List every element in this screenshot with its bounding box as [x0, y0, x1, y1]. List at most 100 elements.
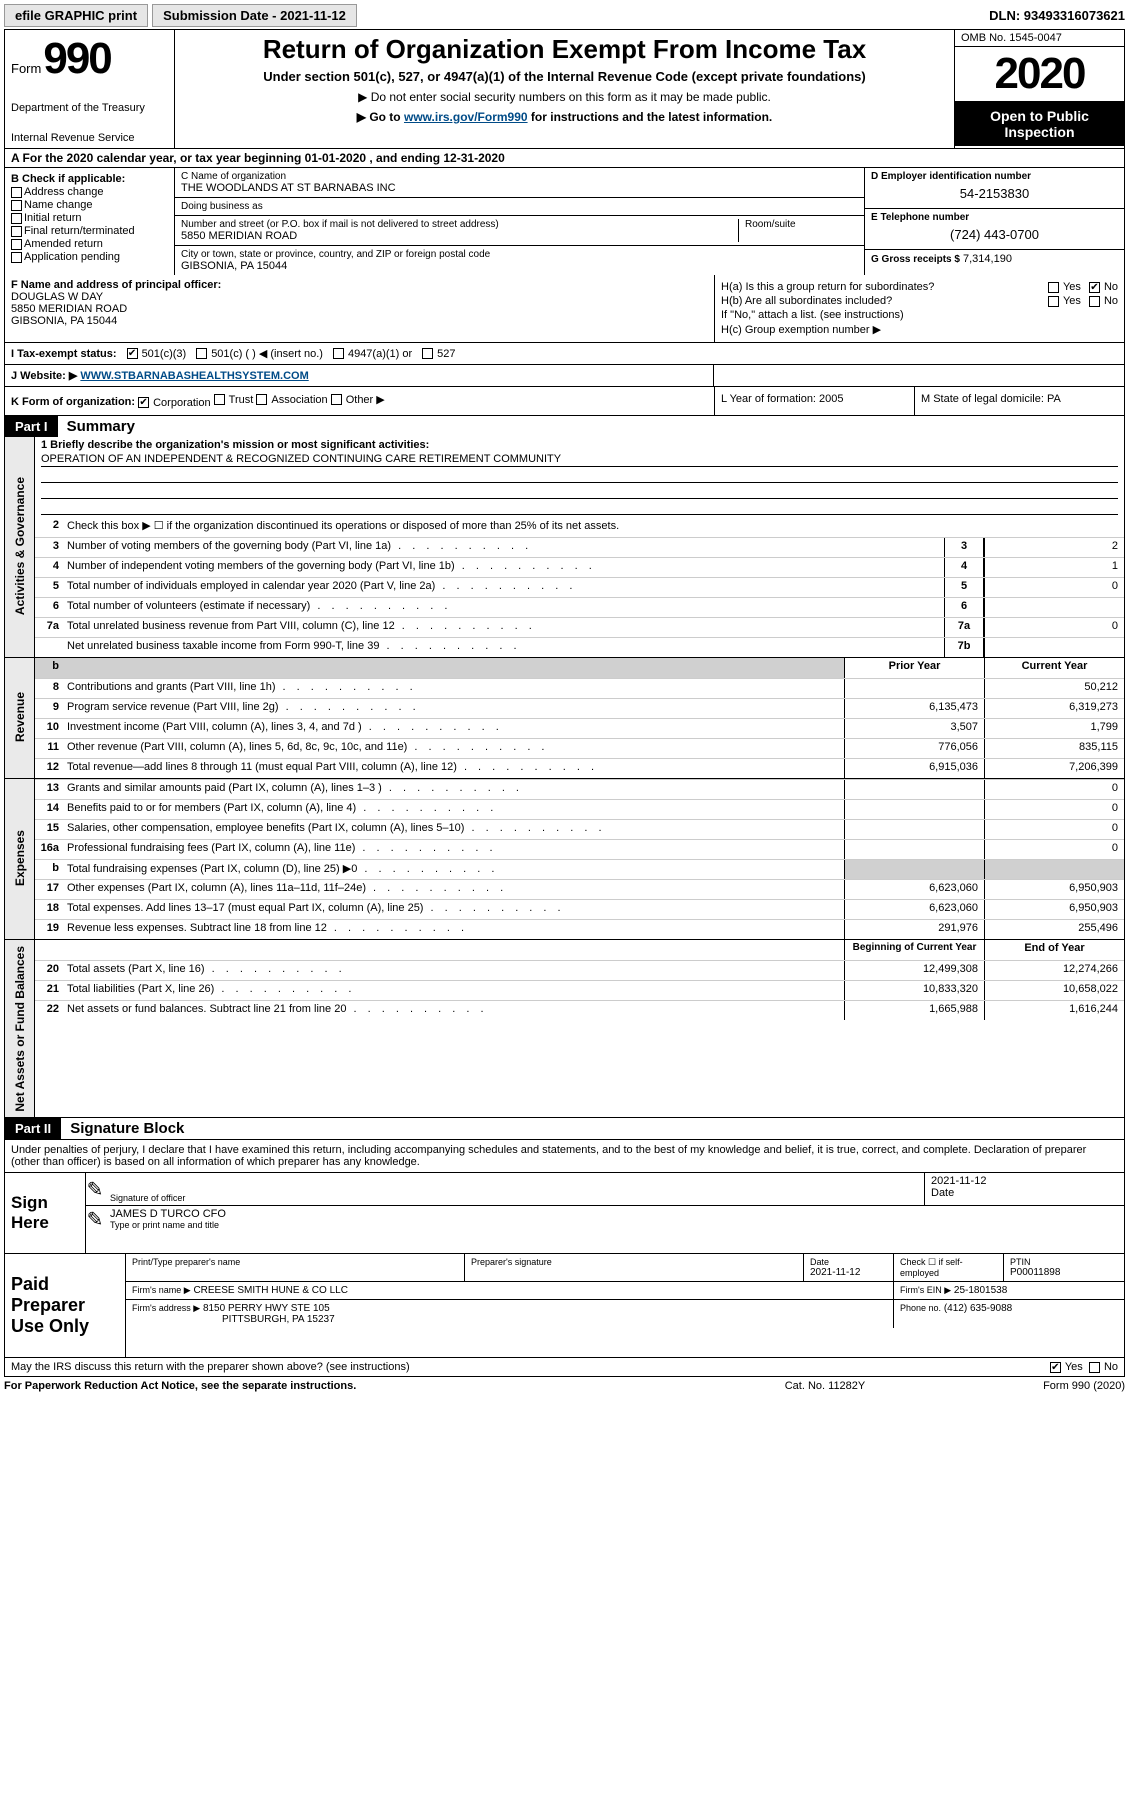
line2: Check this box ▶ ☐ if the organization d… — [63, 517, 1124, 537]
cb-amended[interactable]: Amended return — [11, 238, 168, 250]
name-title-lbl: Type or print name and title — [110, 1220, 1118, 1230]
header-mid: Return of Organization Exempt From Incom… — [175, 30, 954, 148]
gov-row: 4Number of independent voting members of… — [35, 557, 1124, 577]
mission-text: OPERATION OF AN INDEPENDENT & RECOGNIZED… — [41, 453, 1118, 467]
col-c: C Name of organization THE WOODLANDS AT … — [175, 168, 864, 275]
gov-row: 3Number of voting members of the governi… — [35, 537, 1124, 557]
k-trust[interactable]: Trust — [214, 394, 254, 406]
cb-app-pending[interactable]: Application pending — [11, 251, 168, 263]
mission-blank2 — [41, 485, 1118, 499]
vlabel-rev-text: Revenue — [13, 686, 27, 748]
firm-addr2: PITTSBURGH, PA 15237 — [132, 1314, 887, 1325]
prep-sig-lbl: Preparer's signature — [471, 1257, 797, 1267]
form-note1: ▶ Do not enter social security numbers o… — [179, 90, 950, 104]
irs-link[interactable]: www.irs.gov/Form990 — [404, 110, 528, 124]
m-state: M State of legal domicile: PA — [914, 387, 1124, 415]
c-name: C Name of organization THE WOODLANDS AT … — [175, 168, 864, 198]
i-501c[interactable]: 501(c) ( ) ◀ (insert no.) — [196, 347, 323, 360]
note1-text: Do not enter social security numbers on … — [371, 90, 771, 104]
footer: For Paperwork Reduction Act Notice, see … — [4, 1377, 1125, 1395]
firm-name-lbl: Firm's name ▶ — [132, 1285, 191, 1295]
form-subtitle: Under section 501(c), 527, or 4947(a)(1)… — [179, 69, 950, 84]
submission-date-btn[interactable]: Submission Date - 2021-11-12 — [152, 4, 357, 27]
table-row: 20Total assets (Part X, line 16)12,499,3… — [35, 960, 1124, 980]
summary-expenses: Expenses 13Grants and similar amounts pa… — [5, 779, 1124, 940]
vlabel-gov: Activities & Governance — [5, 437, 35, 657]
gross-lbl: G Gross receipts $ — [871, 254, 960, 265]
section-j-website: J Website: ▶ WWW.STBARNABASHEALTHSYSTEM.… — [5, 365, 1124, 387]
hb-text: H(b) Are all subordinates included? — [721, 295, 1048, 307]
form-990: Form 990 Department of the Treasury Inte… — [4, 29, 1125, 1377]
cb-lbl-3: Final return/terminated — [24, 225, 135, 237]
submission-date: 2021-11-12 — [280, 8, 346, 23]
discuss-no[interactable]: No — [1089, 1361, 1118, 1373]
firm-addr: 8150 PERRY HWY STE 105 — [203, 1303, 330, 1314]
k-corp[interactable]: Corporation — [138, 397, 210, 409]
vlabel-gov-text: Activities & Governance — [13, 471, 27, 621]
c-city-lbl: City or town, state or province, country… — [181, 249, 858, 260]
perjury-text: Under penalties of perjury, I declare th… — [5, 1139, 1124, 1172]
table-row: 21Total liabilities (Part X, line 26)10,… — [35, 980, 1124, 1000]
section-bcd: B Check if applicable: Address change Na… — [5, 168, 1124, 275]
omb-number: OMB No. 1545-0047 — [955, 30, 1124, 47]
pen-icon-2: ✎ — [86, 1206, 104, 1232]
mission-blank1 — [41, 469, 1118, 483]
form-word: Form — [11, 61, 41, 76]
submission-label: Submission Date — [163, 8, 268, 23]
hc-text: H(c) Group exemption number ▶ — [721, 323, 1118, 336]
discuss-yes[interactable]: Yes — [1050, 1361, 1083, 1373]
gov-row: 5Total number of individuals employed in… — [35, 577, 1124, 597]
efile-button[interactable]: efile GRAPHIC print — [4, 4, 148, 27]
form-title: Return of Organization Exempt From Incom… — [179, 34, 950, 65]
cb-address-change[interactable]: Address change — [11, 186, 168, 198]
ein-lbl: D Employer identification number — [871, 171, 1118, 182]
tel-lbl: E Telephone number — [871, 212, 1118, 223]
c-addr-lbl: Number and street (or P.O. box if mail i… — [181, 219, 738, 230]
ha-no[interactable]: No — [1089, 281, 1118, 293]
summary-net: Net Assets or Fund Balances Beginning of… — [5, 940, 1124, 1119]
form-ref: Form 990 (2020) — [925, 1380, 1125, 1392]
table-row: 10Investment income (Part VIII, column (… — [35, 718, 1124, 738]
prep-date-lbl: Date — [810, 1257, 887, 1267]
k-other[interactable]: Other ▶ — [331, 393, 385, 406]
vlabel-exp-text: Expenses — [13, 824, 27, 892]
hb-yes[interactable]: Yes — [1048, 295, 1081, 307]
open-to-public: Open to Public Inspection — [955, 102, 1124, 146]
firm-ein-lbl: Firm's EIN ▶ — [900, 1285, 951, 1295]
table-row: 9Program service revenue (Part VIII, lin… — [35, 698, 1124, 718]
c-dba: Doing business as — [175, 198, 864, 216]
mission-block: 1 Briefly describe the organization's mi… — [35, 437, 1124, 517]
cb-lbl-2: Initial return — [24, 212, 81, 224]
i-4947[interactable]: 4947(a)(1) or — [333, 348, 412, 360]
ptin-lbl: PTIN — [1010, 1257, 1118, 1267]
hb-no[interactable]: No — [1089, 295, 1118, 307]
table-row: 22Net assets or fund balances. Subtract … — [35, 1000, 1124, 1020]
discuss-text: May the IRS discuss this return with the… — [11, 1361, 1050, 1373]
note2a: Go to — [369, 110, 404, 124]
firm-phone: (412) 635-9088 — [944, 1303, 1012, 1314]
vlabel-rev: Revenue — [5, 658, 35, 778]
form-note2: ▶ Go to www.irs.gov/Form990 for instruct… — [179, 110, 950, 124]
k-assoc[interactable]: Association — [256, 394, 327, 406]
gov-row: 6Total number of volunteers (estimate if… — [35, 597, 1124, 617]
top-bar: efile GRAPHIC print Submission Date - 20… — [4, 4, 1125, 27]
ha-yes[interactable]: Yes — [1048, 281, 1081, 293]
cb-final-return[interactable]: Final return/terminated — [11, 225, 168, 237]
table-row: 11Other revenue (Part VIII, column (A), … — [35, 738, 1124, 758]
cat-no: Cat. No. 11282Y — [725, 1380, 925, 1392]
hdr-beginning: Beginning of Current Year — [844, 940, 984, 960]
table-row: bTotal fundraising expenses (Part IX, co… — [35, 859, 1124, 879]
table-row: 16aProfessional fundraising fees (Part I… — [35, 839, 1124, 859]
cb-name-change[interactable]: Name change — [11, 199, 168, 211]
i-501c3[interactable]: 501(c)(3) — [127, 348, 187, 360]
part2-hdr: Part II — [5, 1118, 61, 1139]
i-527[interactable]: 527 — [422, 348, 455, 360]
tax-year: 2020 — [957, 49, 1122, 99]
website-link[interactable]: WWW.STBARNABASHEALTHSYSTEM.COM — [80, 370, 308, 382]
note2b: for instructions and the latest informat… — [528, 110, 773, 124]
cb-initial-return[interactable]: Initial return — [11, 212, 168, 224]
cb-lbl-5: Application pending — [24, 251, 120, 263]
sig-date: 2021-11-12 — [931, 1175, 1118, 1187]
c-name-lbl: C Name of organization — [181, 171, 858, 182]
gross-receipts: 7,314,190 — [963, 253, 1012, 265]
